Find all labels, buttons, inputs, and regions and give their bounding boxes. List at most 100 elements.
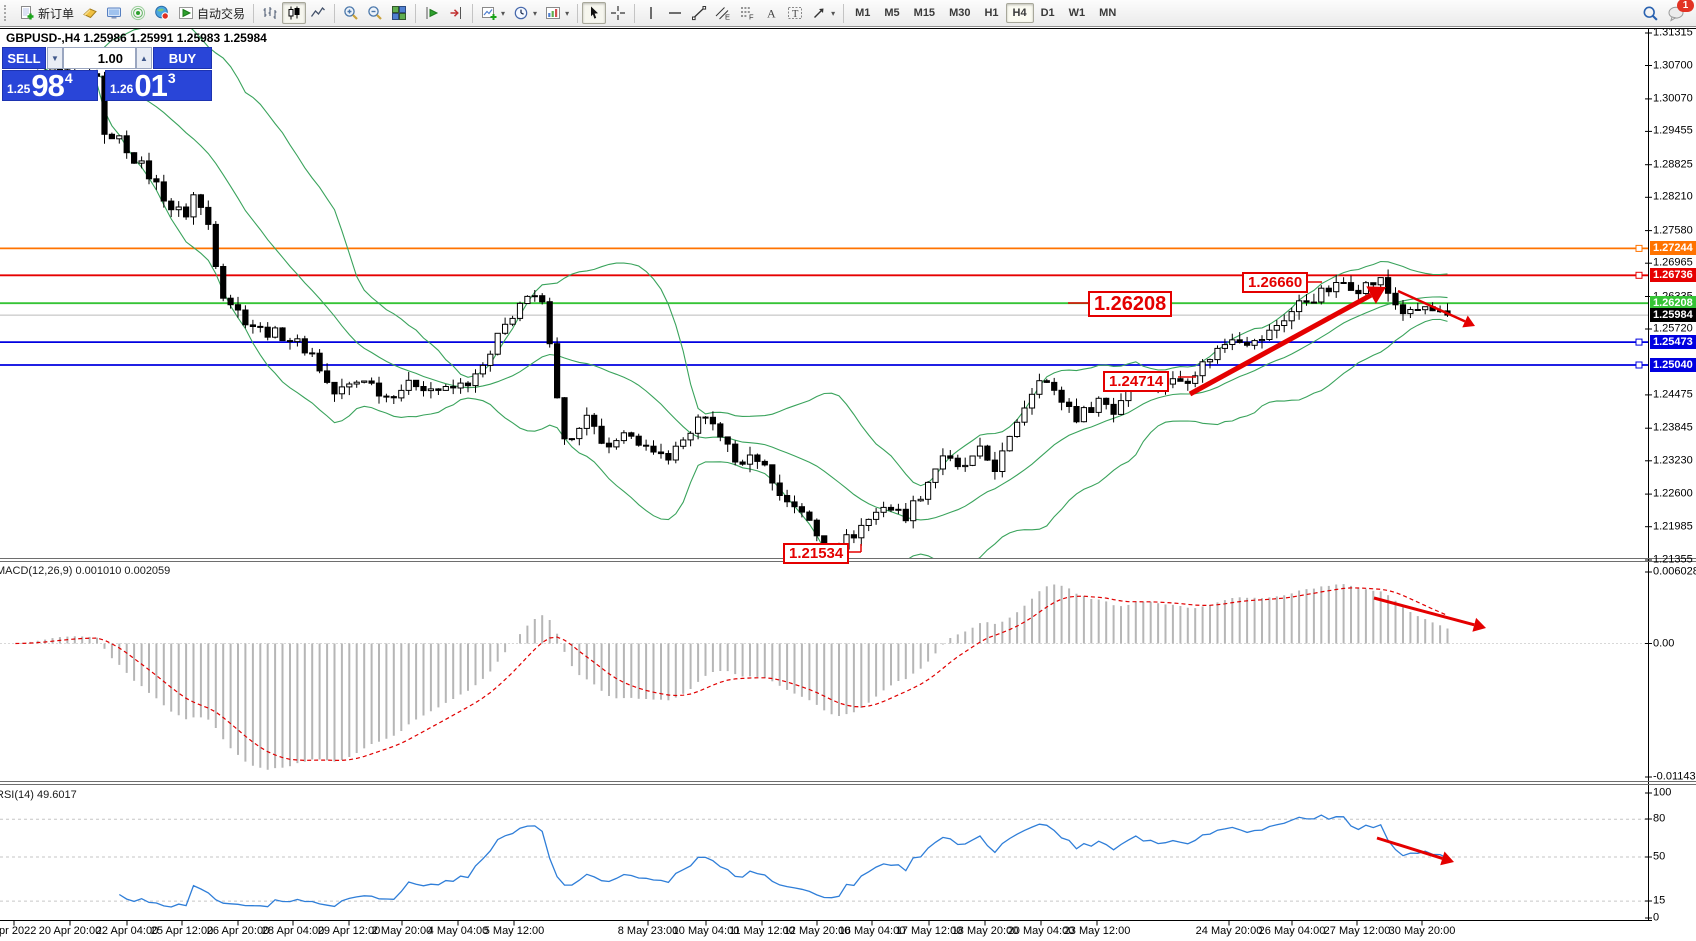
auto-scroll-button[interactable]	[420, 2, 444, 24]
time-axis-tick-label: 29 Apr 12:00	[317, 925, 381, 937]
time-axis-tick-label: 20 Apr 20:00	[38, 925, 102, 937]
chart-profile-button[interactable]: ▾	[541, 2, 573, 24]
price-tag-1.25473[interactable]: 1.25473	[1650, 335, 1696, 350]
time-axis-tick-label: 23 May 12:00	[1063, 925, 1131, 937]
terminal-icon	[107, 7, 122, 19]
timeframe-button-h4[interactable]: H4	[1005, 3, 1034, 23]
buy-price-sup: 3	[167, 70, 176, 86]
price-annotation-1.26660[interactable]: 1.26660	[1242, 272, 1309, 293]
time-axis-tick-label: 4 May 04:00	[427, 925, 489, 937]
auto-trading-button[interactable]: 自动交易	[174, 2, 249, 24]
auto-trading-label: 自动交易	[197, 6, 246, 21]
signals-button[interactable]	[126, 2, 150, 24]
rsi-line	[118, 814, 1448, 908]
new-order-icon	[21, 6, 34, 20]
buy-price-button[interactable]: 1.26 01 3	[105, 70, 212, 101]
market-button[interactable]	[150, 2, 174, 24]
sell-button[interactable]: SELL	[2, 47, 46, 69]
price-tag-1.25040[interactable]: 1.25040	[1650, 358, 1696, 372]
timeframe-group: M1 M5 M15 M30 H1 H4 D1 W1 MN	[848, 3, 1123, 23]
timeframe-button-m5[interactable]: M5	[884, 7, 900, 19]
toolbar-grip[interactable]	[4, 5, 11, 21]
line-chart-button[interactable]	[306, 2, 330, 24]
timeframe-button-mn[interactable]: MN	[1099, 7, 1117, 19]
auto-trading-icon	[179, 7, 194, 19]
text-label-icon: T	[788, 7, 803, 20]
price-annotation-1.24714[interactable]: 1.24714	[1103, 371, 1170, 392]
clock-icon	[514, 6, 528, 20]
horizontal-line-tool-button[interactable]	[663, 2, 687, 24]
chart-shift-button[interactable]	[444, 2, 468, 24]
rsi-axis-label: 0	[1653, 911, 1660, 924]
volume-increase-button[interactable]: ▲	[136, 47, 152, 69]
new-order-button[interactable]: 新订单	[15, 2, 78, 24]
horizontal-lines[interactable]	[0, 247, 1648, 366]
time-axis-tick-label: 26 Apr 20:00	[206, 925, 270, 937]
time-axis-tick-label: 16 May 04:00	[838, 925, 906, 937]
tile-windows-icon	[392, 6, 407, 20]
period-button[interactable]: ▾	[509, 2, 541, 24]
hline-handle[interactable]	[1635, 361, 1643, 369]
macd-axis-label: 0.00	[1653, 637, 1675, 649]
search-button[interactable]	[1638, 2, 1663, 24]
macd-axis-label: 0.006028	[1653, 565, 1696, 578]
bar-chart-icon	[263, 7, 277, 19]
crosshair-tool-button[interactable]	[606, 2, 630, 24]
text-icon: A	[767, 7, 776, 21]
timeframe-button-w1[interactable]: W1	[1068, 7, 1086, 19]
toolbar-separator	[472, 3, 474, 23]
sell-price-button[interactable]: 1.25 98 4	[2, 70, 98, 101]
price-annotation-1.21534[interactable]: 1.21534	[783, 543, 850, 564]
candlestick-chart-icon	[288, 6, 300, 20]
equidistant-channel-tool-button[interactable]: E	[711, 2, 735, 24]
timeframe-button-d1[interactable]: D1	[1040, 7, 1055, 19]
price-axis-tick-label: 1.22600	[1653, 487, 1693, 500]
candlestick-chart-button[interactable]	[282, 2, 307, 24]
price-axis-tick-label: 1.30700	[1653, 59, 1693, 71]
accounts-button[interactable]	[78, 2, 102, 24]
equidistant-channel-icon: E	[715, 7, 730, 21]
toolbar-separator	[415, 3, 417, 23]
hline-handle[interactable]	[1635, 244, 1643, 252]
volume-field-wrap	[63, 47, 136, 69]
timeframe-button-h1[interactable]: H1	[984, 7, 999, 19]
zoom-in-button[interactable]	[339, 2, 363, 24]
trendline-tool-button[interactable]	[687, 2, 711, 24]
price-tag-1.25984[interactable]: 1.25984	[1650, 308, 1696, 323]
buy-button[interactable]: BUY	[153, 47, 212, 69]
terminal-button[interactable]	[102, 2, 126, 24]
chart-shift-icon	[450, 7, 462, 19]
price-tag-1.26736[interactable]: 1.26736	[1650, 268, 1696, 283]
timeframe-button-m1[interactable]: M1	[855, 7, 871, 19]
zoom-out-button[interactable]	[363, 2, 387, 24]
time-axis-tick-label: 5 May 12:00	[483, 925, 545, 937]
dropdown-caret-icon: ▾	[565, 8, 570, 18]
tile-windows-button[interactable]	[387, 2, 411, 24]
arrows-tool-button[interactable]: ▾	[807, 2, 839, 24]
cursor-tool-button[interactable]	[582, 2, 607, 24]
text-tool-button[interactable]: A	[759, 2, 783, 24]
timeframe-button-m30[interactable]: M30	[949, 7, 971, 19]
text-label-tool-button[interactable]: T	[783, 2, 807, 24]
volume-decrease-button[interactable]: ▼	[47, 47, 63, 69]
vertical-line-tool-button[interactable]	[639, 2, 663, 24]
time-axis-tick-label: 20 May 04:00	[1007, 925, 1075, 937]
bar-chart-button[interactable]	[258, 2, 282, 24]
hline-handle[interactable]	[1635, 338, 1643, 346]
sell-price-big: 98	[31, 68, 64, 103]
red-trend-arrows[interactable]	[1188, 286, 1486, 866]
time-axis-tick-label: 27 May 12:00	[1323, 925, 1391, 937]
buy-price-prefix: 1.26	[110, 82, 134, 96]
sell-price-prefix: 1.25	[7, 82, 31, 96]
new-chart-button[interactable]: ▾	[477, 2, 509, 24]
hline-handle[interactable]	[1635, 271, 1643, 279]
price-annotation-1.26208[interactable]: 1.26208	[1088, 291, 1173, 317]
notifications-button[interactable]: 1	[1663, 0, 1694, 24]
fibonacci-tool-button[interactable]: F	[735, 2, 759, 24]
price-tag-1.26208[interactable]: 1.26208	[1650, 296, 1696, 311]
timeframe-button-m15[interactable]: M15	[913, 7, 936, 19]
volume-input[interactable]	[63, 47, 136, 69]
price-tag-1.27244[interactable]: 1.27244	[1650, 241, 1696, 256]
